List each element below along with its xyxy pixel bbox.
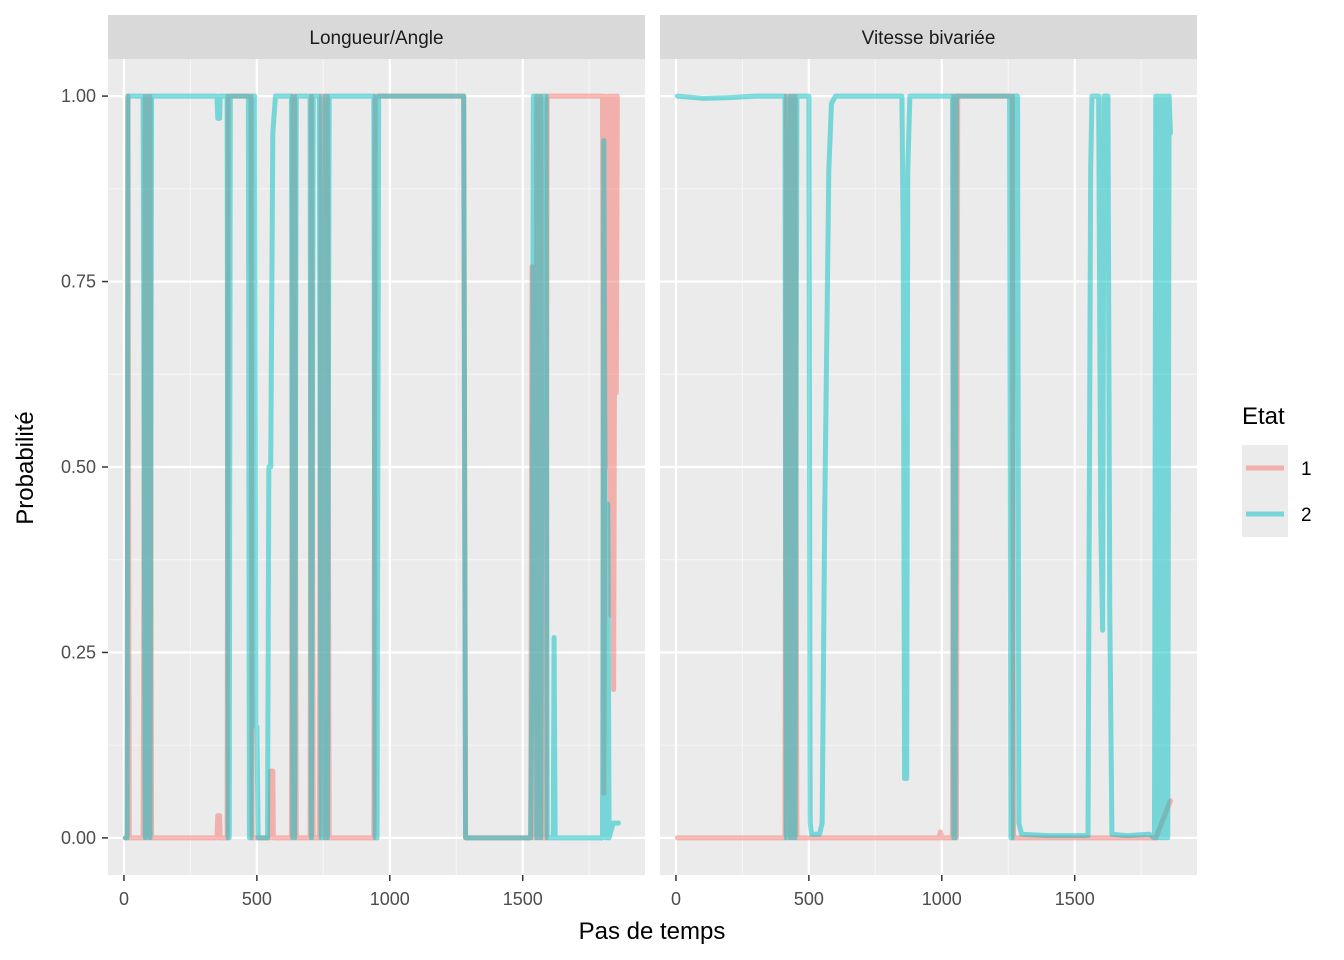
y-tick-label: 0.00: [61, 828, 96, 848]
panel-2: Vitesse bivariée 0 500 1000 1500: [660, 15, 1197, 909]
y-tick-label: 0.50: [61, 457, 96, 477]
y-tick-label: 1.00: [61, 86, 96, 106]
legend: Etat 1 2: [1242, 403, 1312, 537]
panel-1: Longueur/Angle 0 500 1000 1500 0.00 0.25 0.50 0.…: [61, 15, 645, 909]
x-tick-label: 0: [119, 889, 129, 909]
x-axis-title: Pas de temps: [579, 918, 726, 945]
panel-strip-label: Longueur/Angle: [309, 28, 443, 49]
panel-strip: [108, 15, 645, 59]
x-tick-label: 1500: [1055, 889, 1095, 909]
panels: Longueur/Angle 0 500 1000 1500 0.00 0.25 0.50 0.…: [61, 15, 1197, 909]
legend-label: 1: [1301, 459, 1312, 480]
legend-label: 2: [1301, 505, 1312, 526]
legend-title: Etat: [1242, 403, 1285, 430]
y-tick-label: 0.25: [61, 642, 96, 662]
y-tick-label: 0.75: [61, 272, 96, 292]
y-axis-title: Probabilité: [12, 411, 39, 524]
x-tick-label: 1000: [922, 889, 962, 909]
x-tick-label: 500: [242, 889, 272, 909]
x-tick-label: 1500: [503, 889, 543, 909]
panel-strip-label: Vitesse bivariée: [862, 28, 996, 49]
panel-strip: [660, 15, 1197, 59]
series-line-state-2: [122, 93, 621, 841]
x-tick-label: 1000: [370, 889, 410, 909]
x-tick-label: 500: [794, 889, 824, 909]
x-tick-label: 0: [671, 889, 681, 909]
series-line-state-2: [674, 93, 1173, 841]
